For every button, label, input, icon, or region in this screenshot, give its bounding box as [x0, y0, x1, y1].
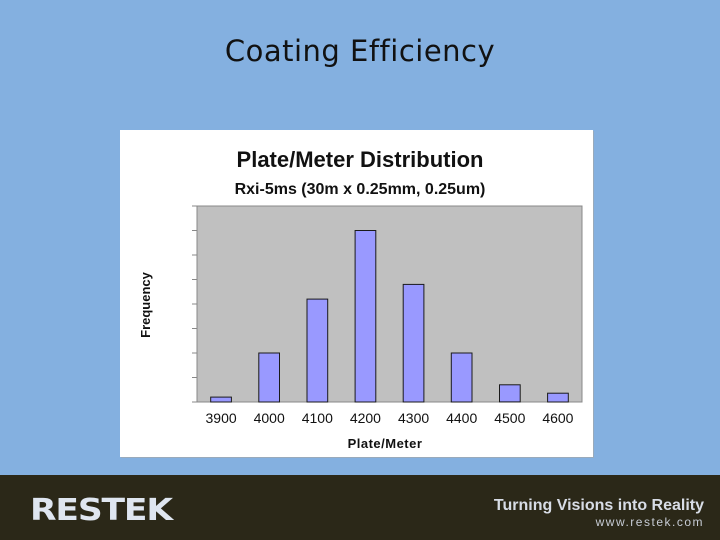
slide-title: Coating Efficiency: [224, 34, 496, 68]
x-tick-label: 4000: [254, 410, 285, 426]
website-url: www.restek.com: [595, 515, 704, 529]
bar-3900: [210, 396, 232, 403]
bar-4300: [402, 283, 425, 403]
bars-group: [210, 230, 569, 403]
x-tick-label: 4500: [494, 410, 525, 426]
chart-card: Plate/Meter Distribution Rxi-5ms (30m x …: [120, 130, 593, 457]
x-tick-label: 3900: [206, 410, 237, 426]
y-axis-label: Frequency: [138, 271, 153, 338]
bar-4000: [258, 352, 281, 403]
tagline: Turning Visions into Reality: [493, 497, 704, 514]
x-tick-label: 4200: [350, 410, 381, 426]
plot-area: [196, 205, 583, 403]
y-ticks-group: [192, 205, 197, 403]
x-axis-label: Plate/Meter: [348, 436, 423, 451]
bar-4600: [547, 392, 569, 403]
x-tick-label: 4600: [542, 410, 573, 426]
bar-chart: Plate/Meter Distribution Rxi-5ms (30m x …: [138, 147, 583, 451]
restek-logo: RESTEK: [30, 493, 173, 528]
x-tick-label: 4300: [398, 410, 429, 426]
x-tick-label: 4400: [446, 410, 477, 426]
chart-title: Plate/Meter Distribution: [237, 147, 484, 172]
x-tick-labels: 3900 4000 4100 4200 4300 4400 4500 4600: [206, 410, 574, 426]
x-tick-label: 4100: [302, 410, 333, 426]
bar-4200: [354, 230, 377, 403]
footer-bar: [0, 475, 720, 540]
bar-4100: [306, 298, 329, 403]
bar-4400: [450, 352, 473, 403]
chart-subtitle: Rxi-5ms (30m x 0.25mm, 0.25um): [235, 181, 486, 198]
bar-4500: [499, 384, 521, 403]
